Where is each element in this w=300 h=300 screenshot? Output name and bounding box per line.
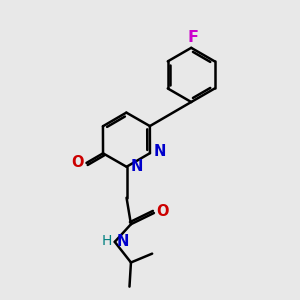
Text: H: H — [102, 234, 112, 248]
Text: N: N — [116, 234, 129, 249]
Text: O: O — [71, 155, 83, 170]
Text: N: N — [154, 144, 166, 159]
Text: O: O — [156, 204, 169, 219]
Text: F: F — [187, 31, 198, 46]
Text: N: N — [130, 159, 143, 174]
